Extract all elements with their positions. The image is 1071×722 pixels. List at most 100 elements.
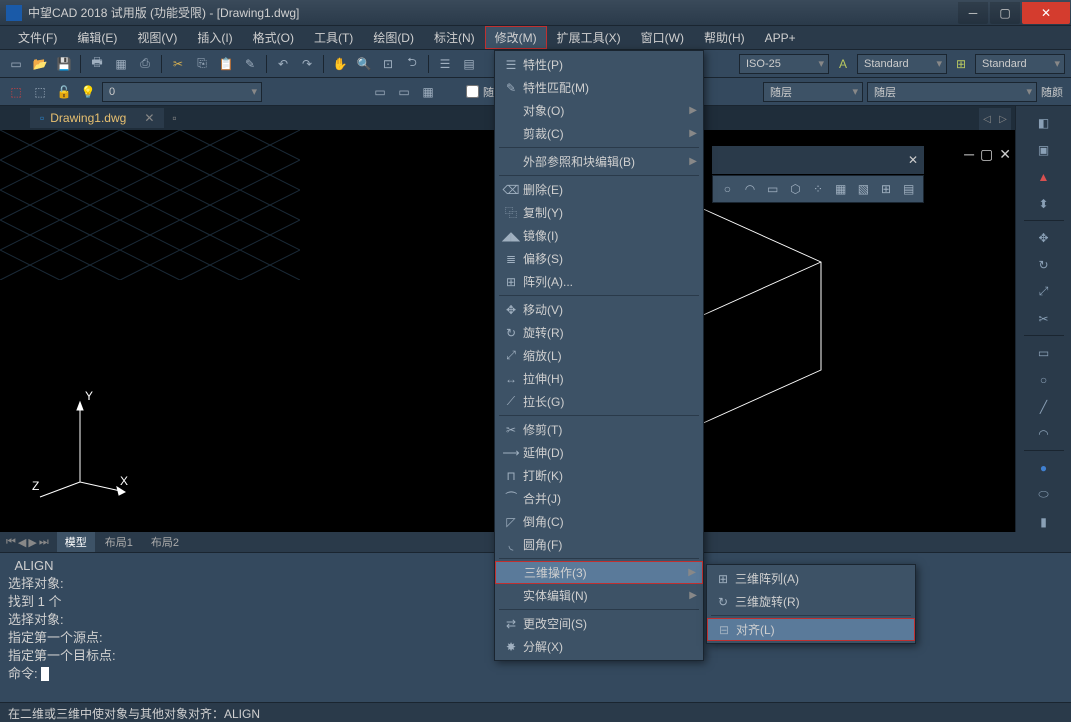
close-button[interactable]: ✕ [1022, 2, 1070, 24]
menu-join[interactable]: ⏜合并(J) [495, 487, 703, 510]
zoom-win-icon[interactable]: ⊡ [378, 54, 398, 74]
text-style-combo[interactable]: Standard [857, 54, 947, 74]
layer-bulb-icon[interactable]: 💡 [78, 82, 98, 102]
layout-icon3[interactable]: ▦ [418, 82, 438, 102]
menu-move[interactable]: ✥移动(V) [495, 298, 703, 321]
tab-close-icon[interactable]: ✕ [144, 111, 154, 125]
child-minimize-icon[interactable]: ─ [964, 146, 974, 163]
hatch-icon[interactable]: ▦ [832, 179, 849, 199]
menu-xref-edit[interactable]: 外部参照和块编辑(B)▶ [495, 150, 703, 173]
properties-icon[interactable]: ☰ [435, 54, 455, 74]
new-tab-icon[interactable]: ▫ [172, 111, 176, 125]
menu-app[interactable]: APP+ [755, 28, 806, 48]
menu-edit[interactable]: 编辑(E) [67, 26, 127, 49]
color-combo[interactable]: 随层 [763, 82, 863, 102]
menu-scale[interactable]: ⤢缩放(L) [495, 344, 703, 367]
layer-lock-icon[interactable]: 🔓 [54, 82, 74, 102]
dim-style-combo[interactable]: ISO-25 [739, 54, 829, 74]
palette-rotate-icon[interactable]: ↻ [1033, 254, 1055, 275]
menu-array[interactable]: ⊞阵列(A)... [495, 270, 703, 293]
layout-icon1[interactable]: ▭ [370, 82, 390, 102]
menu-properties[interactable]: ☰特性(P) [495, 53, 703, 76]
menu-insert[interactable]: 插入(I) [187, 26, 242, 49]
cut-icon[interactable]: ✂ [168, 54, 188, 74]
match-icon[interactable]: ✎ [240, 54, 260, 74]
menu-rotate[interactable]: ↻旋转(R) [495, 321, 703, 344]
table-style-icon[interactable]: ⊞ [951, 54, 971, 74]
palette-arc-icon[interactable]: ◠ [1033, 423, 1055, 444]
child-maximize-icon[interactable]: ▢ [980, 146, 993, 163]
layout-next-icon[interactable]: ▶ [28, 536, 36, 549]
menu-mirror[interactable]: ◢◣镜像(I) [495, 224, 703, 247]
menu-trim[interactable]: ✂修剪(T) [495, 418, 703, 441]
palette-circle-icon[interactable]: ○ [1033, 369, 1055, 390]
palette-box-icon[interactable]: ▮ [1033, 511, 1055, 532]
palette-btn-3[interactable]: ▲ [1033, 166, 1055, 187]
menu-break[interactable]: ⊓打断(K) [495, 464, 703, 487]
layout-icon2[interactable]: ▭ [394, 82, 414, 102]
region-icon[interactable]: ▧ [855, 179, 872, 199]
menu-tools[interactable]: 工具(T) [304, 26, 363, 49]
palette-scale-icon[interactable]: ⤢ [1033, 281, 1055, 302]
new-icon[interactable]: ▭ [6, 54, 26, 74]
menu-modify[interactable]: 修改(M) [485, 26, 547, 49]
menu-extend[interactable]: 扩展工具(X) [547, 26, 631, 49]
menu-copy[interactable]: ⿻复制(Y) [495, 201, 703, 224]
save-icon[interactable]: 💾 [54, 54, 74, 74]
table-style-combo[interactable]: Standard [975, 54, 1065, 74]
menu-3d-array[interactable]: ⊞三维阵列(A) [707, 567, 915, 590]
circle-icon[interactable]: ○ [719, 179, 736, 199]
menu-3d-rotate[interactable]: ↻三维旋转(R) [707, 590, 915, 613]
palette-btn-4[interactable]: ⬍ [1033, 193, 1055, 214]
zoom-rt-icon[interactable]: 🔍 [354, 54, 374, 74]
layer-states-icon[interactable]: ⬚ [30, 82, 50, 102]
floating-draw-toolbar[interactable]: ○ ◠ ▭ ⬡ ⁘ ▦ ▧ ⊞ ▤ [712, 175, 924, 203]
menu-solid-editing[interactable]: 实体编辑(N)▶ [495, 584, 703, 607]
palette-btn-1[interactable]: ◧ [1033, 112, 1055, 133]
palette-cylinder-icon[interactable]: ⬭ [1033, 484, 1055, 505]
layout-last-icon[interactable]: ⏭ [39, 536, 49, 549]
palette-trim-icon[interactable]: ✂ [1033, 308, 1055, 329]
zoom-prev-icon[interactable]: ⮌ [402, 54, 422, 74]
minimize-button[interactable]: ─ [958, 2, 988, 24]
tab-model[interactable]: 模型 [57, 532, 95, 552]
child-close-icon[interactable]: ✕ [999, 146, 1011, 163]
menu-clip[interactable]: 剪裁(C)▶ [495, 122, 703, 145]
palette-sphere-icon[interactable]: ● [1033, 457, 1055, 478]
tab-scroll-left-icon[interactable]: ◁ [979, 108, 995, 130]
menu-extend[interactable]: ⟶延伸(D) [495, 441, 703, 464]
table-icon[interactable]: ▤ [900, 179, 917, 199]
menu-change-space[interactable]: ⇄更改空间(S) [495, 612, 703, 635]
menu-3d-operations[interactable]: 三维操作(3)▶ [495, 561, 703, 584]
paste-icon[interactable]: 📋 [216, 54, 236, 74]
linetype-combo[interactable]: 随层 [867, 82, 1037, 102]
tab-layout2[interactable]: 布局2 [143, 532, 187, 552]
arc-icon[interactable]: ◠ [742, 179, 759, 199]
menu-view[interactable]: 视图(V) [127, 26, 187, 49]
grid-icon[interactable]: ⊞ [878, 179, 895, 199]
copy-icon[interactable]: ⎘ [192, 54, 212, 74]
polygon-icon[interactable]: ⬡ [787, 179, 804, 199]
document-tab[interactable]: ▫ Drawing1.dwg ✕ [30, 108, 164, 128]
rect-icon[interactable]: ▭ [764, 179, 781, 199]
open-icon[interactable]: 📂 [30, 54, 50, 74]
floating-toolbar-header[interactable]: ✕ [712, 146, 924, 174]
text-style-icon[interactable]: A [833, 54, 853, 74]
menu-dimension[interactable]: 标注(N) [424, 26, 485, 49]
palette-move-icon[interactable]: ✥ [1033, 227, 1055, 248]
menu-draw[interactable]: 绘图(D) [363, 26, 424, 49]
publish-icon[interactable]: ⎙ [135, 54, 155, 74]
pan-icon[interactable]: ✋ [330, 54, 350, 74]
menu-file[interactable]: 文件(F) [8, 26, 67, 49]
undo-icon[interactable]: ↶ [273, 54, 293, 74]
menu-offset[interactable]: ≣偏移(S) [495, 247, 703, 270]
design-center-icon[interactable]: ▤ [459, 54, 479, 74]
menu-match-properties[interactable]: ✎特性匹配(M) [495, 76, 703, 99]
preview-icon[interactable]: ▦ [111, 54, 131, 74]
menu-format[interactable]: 格式(O) [243, 26, 304, 49]
menu-explode[interactable]: ✸分解(X) [495, 635, 703, 658]
layout-prev-icon[interactable]: ◀ [18, 536, 26, 549]
menu-window[interactable]: 窗口(W) [631, 26, 694, 49]
tab-layout1[interactable]: 布局1 [97, 532, 141, 552]
menu-align[interactable]: ⊟对齐(L) [707, 618, 915, 641]
